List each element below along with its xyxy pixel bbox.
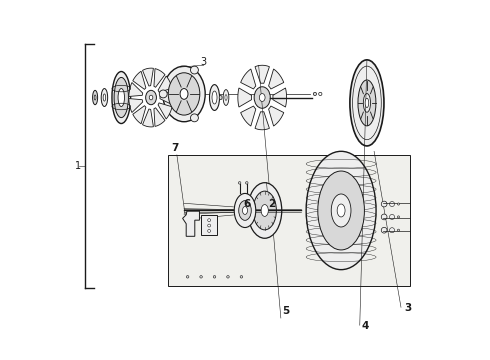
Polygon shape	[129, 99, 143, 113]
Ellipse shape	[163, 66, 205, 122]
Polygon shape	[269, 106, 284, 126]
Ellipse shape	[240, 275, 243, 278]
Ellipse shape	[208, 224, 211, 227]
Polygon shape	[133, 71, 146, 89]
Ellipse shape	[254, 87, 270, 108]
Ellipse shape	[238, 181, 241, 184]
Ellipse shape	[118, 89, 124, 107]
Ellipse shape	[103, 94, 106, 101]
Ellipse shape	[397, 216, 399, 218]
Ellipse shape	[331, 194, 351, 227]
Ellipse shape	[146, 90, 156, 105]
Ellipse shape	[219, 95, 222, 100]
Polygon shape	[158, 76, 172, 92]
Ellipse shape	[212, 91, 217, 104]
Ellipse shape	[186, 275, 189, 278]
Ellipse shape	[223, 90, 229, 105]
Ellipse shape	[208, 229, 211, 232]
Polygon shape	[168, 155, 410, 286]
Text: 5: 5	[283, 306, 290, 316]
Polygon shape	[269, 69, 284, 89]
Ellipse shape	[397, 229, 399, 231]
Ellipse shape	[243, 207, 247, 215]
Text: 6: 6	[243, 199, 250, 209]
Ellipse shape	[245, 181, 248, 184]
Ellipse shape	[318, 92, 322, 95]
Ellipse shape	[390, 202, 394, 207]
Ellipse shape	[208, 219, 211, 222]
Ellipse shape	[381, 214, 387, 220]
Polygon shape	[238, 88, 251, 107]
Ellipse shape	[365, 98, 368, 108]
Ellipse shape	[210, 85, 220, 111]
Polygon shape	[183, 211, 199, 236]
Ellipse shape	[390, 215, 394, 220]
Ellipse shape	[93, 90, 98, 105]
Ellipse shape	[381, 201, 387, 207]
Polygon shape	[154, 108, 165, 126]
Ellipse shape	[227, 275, 229, 278]
Ellipse shape	[337, 204, 345, 217]
Ellipse shape	[180, 89, 188, 99]
Polygon shape	[201, 215, 218, 234]
Polygon shape	[143, 109, 153, 127]
Ellipse shape	[390, 228, 394, 233]
Ellipse shape	[247, 183, 282, 238]
Ellipse shape	[200, 275, 202, 278]
Polygon shape	[154, 69, 165, 87]
Polygon shape	[241, 106, 256, 126]
Polygon shape	[158, 103, 172, 119]
Ellipse shape	[261, 204, 269, 216]
Ellipse shape	[318, 171, 365, 250]
Ellipse shape	[239, 201, 251, 220]
Text: 1: 1	[74, 161, 81, 171]
Text: 3: 3	[405, 303, 412, 313]
Text: 2: 2	[269, 199, 275, 209]
Polygon shape	[255, 112, 270, 130]
Ellipse shape	[213, 275, 216, 278]
Polygon shape	[255, 65, 270, 83]
Text: 4: 4	[362, 321, 369, 331]
Ellipse shape	[114, 77, 128, 118]
Polygon shape	[241, 69, 256, 89]
Polygon shape	[133, 105, 146, 124]
Ellipse shape	[234, 193, 256, 228]
Text: 3: 3	[200, 57, 206, 67]
Ellipse shape	[259, 94, 265, 102]
Ellipse shape	[149, 95, 153, 100]
Ellipse shape	[313, 92, 317, 95]
Ellipse shape	[101, 89, 108, 107]
Ellipse shape	[350, 60, 384, 146]
Ellipse shape	[159, 90, 167, 98]
Ellipse shape	[397, 203, 399, 205]
Ellipse shape	[306, 151, 376, 270]
Polygon shape	[160, 90, 173, 105]
Ellipse shape	[94, 95, 96, 100]
Polygon shape	[273, 88, 287, 107]
Ellipse shape	[168, 73, 200, 115]
Ellipse shape	[381, 227, 387, 233]
Ellipse shape	[112, 72, 131, 123]
Ellipse shape	[253, 191, 276, 230]
Ellipse shape	[358, 80, 376, 126]
Polygon shape	[129, 82, 143, 96]
Polygon shape	[143, 68, 153, 86]
Ellipse shape	[191, 66, 198, 74]
Ellipse shape	[225, 95, 227, 100]
Ellipse shape	[364, 94, 370, 112]
Ellipse shape	[191, 114, 198, 122]
Text: 7: 7	[172, 143, 179, 153]
